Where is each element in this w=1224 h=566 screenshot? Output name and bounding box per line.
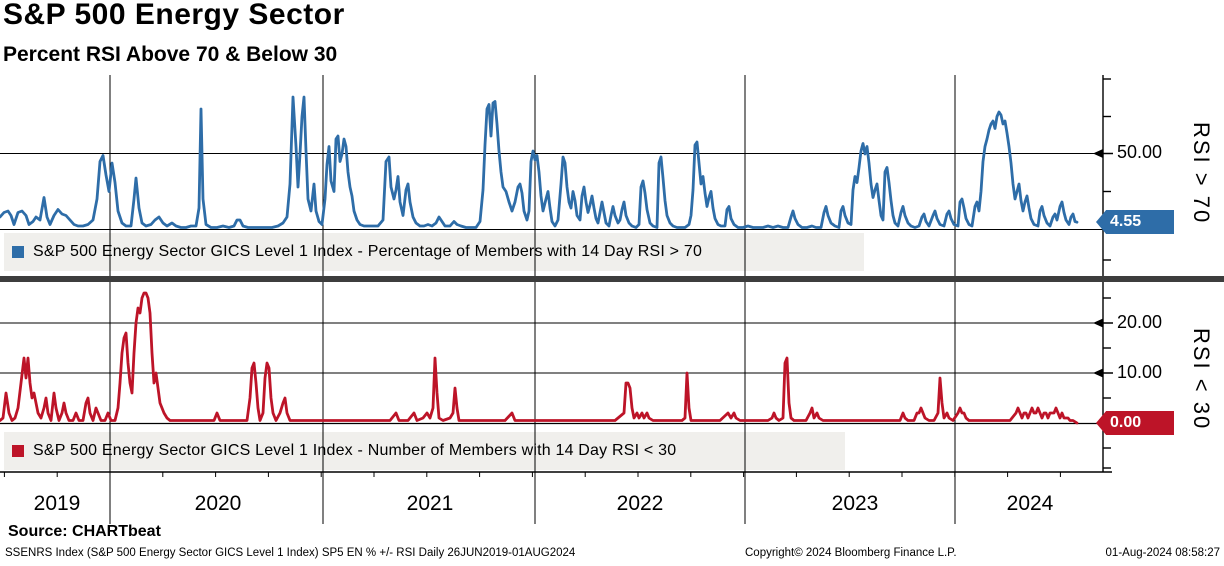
- legend-rsi-above-70[interactable]: S&P 500 Energy Sector GICS Level 1 Index…: [4, 233, 872, 271]
- x-axis-year-2020: 2020: [194, 492, 242, 515]
- bottom-axis-tick-10: 10.00: [1117, 362, 1163, 382]
- top-axis-title: RSI > 70: [1189, 122, 1214, 225]
- x-axis-year-2024: 2024: [1006, 492, 1054, 515]
- x-axis-year-2021: 2021: [406, 492, 454, 515]
- page-title: S&P 500 Energy Sector: [3, 0, 345, 31]
- footer-ticker-description: SSENRS Index (S&P 500 Energy Sector GICS…: [5, 547, 576, 559]
- source-label: Source: CHARTbeat: [8, 523, 161, 540]
- rsi-above-70-series-line[interactable]: [0, 95, 1079, 229]
- last-value-badge-rsi-below-30[interactable]: 0.00: [1096, 411, 1174, 435]
- page-subtitle: Percent RSI Above 70 & Below 30: [3, 43, 338, 66]
- x-axis-year-2019: 2019: [33, 492, 81, 515]
- rsi-below-30-series-line[interactable]: [0, 291, 1079, 425]
- red-series-marker-icon: [12, 445, 24, 457]
- footer-timestamp: 01-Aug-2024 08:58:27: [1105, 547, 1220, 559]
- legend-label-rsi-below-30: S&P 500 Energy Sector GICS Level 1 Index…: [33, 442, 677, 459]
- top-axis-tick-50: 50.00: [1117, 142, 1163, 162]
- last-value-badge-rsi-above-70[interactable]: 4.55: [1096, 210, 1174, 234]
- footer-copyright: Copyright© 2024 Bloomberg Finance L.P.: [745, 547, 957, 559]
- x-axis-year-2022: 2022: [616, 492, 664, 515]
- x-axis-year-2023: 2023: [831, 492, 879, 515]
- blue-series-marker-icon: [12, 246, 24, 258]
- legend-rsi-below-30[interactable]: S&P 500 Energy Sector GICS Level 1 Index…: [4, 432, 853, 470]
- legend-label-rsi-above-70: S&P 500 Energy Sector GICS Level 1 Index…: [33, 243, 703, 260]
- bottom-axis-tick-20: 20.00: [1117, 312, 1163, 332]
- bottom-axis-title: RSI < 30: [1189, 328, 1214, 431]
